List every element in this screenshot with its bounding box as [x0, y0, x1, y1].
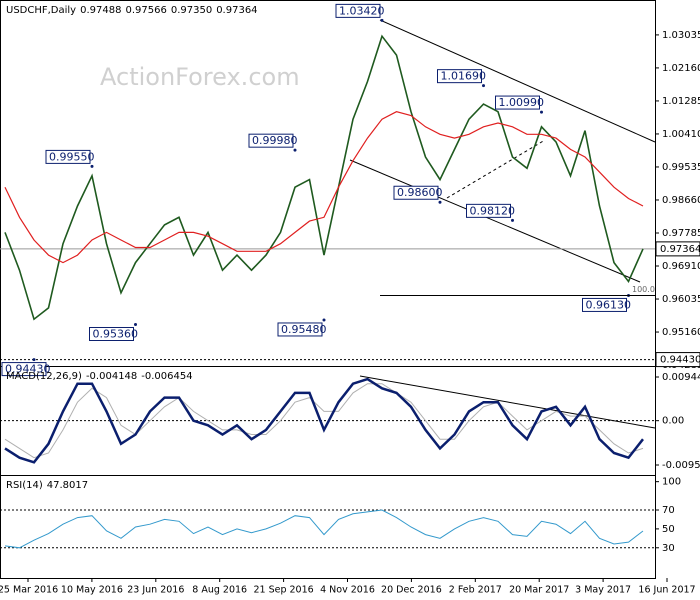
watermark: ActionForex.com — [100, 63, 300, 91]
ohlc-value: 0.97364 — [216, 5, 257, 16]
x-tick-label: 16 Jun 2017 — [638, 585, 695, 596]
annotation-box — [248, 133, 294, 148]
signal-line — [4, 383, 644, 459]
annotation-point — [540, 110, 543, 114]
macd-readout: -0.004148 — [86, 371, 137, 382]
support-box — [655, 352, 700, 368]
x-tick-label: 8 Aug 2016 — [192, 585, 247, 596]
annotation-box — [335, 3, 381, 18]
macd-tick-label: 0.00 — [662, 416, 684, 427]
annotation-point — [380, 18, 384, 22]
annotation-point — [322, 318, 326, 322]
annotation-label: 0.96130 — [586, 298, 632, 311]
x-tick-label: 23 Jun 2016 — [127, 585, 184, 596]
annotation-box — [277, 322, 323, 337]
y-tick-label: 0.95160 — [662, 327, 700, 338]
x-tick-label: 20 Mar 2017 — [509, 585, 569, 596]
rsi-title: RSI(14) 47.8017 — [6, 480, 88, 491]
annotation-box — [495, 95, 540, 110]
y-tick-label: 0.99535 — [662, 162, 700, 173]
support-label: 0.94430 — [660, 355, 700, 366]
macd-line — [4, 377, 644, 464]
y-tick-label: 1.00410 — [662, 129, 700, 140]
x-tick-label: 4 Nov 2016 — [320, 585, 375, 596]
rsi-tick-label: 30 — [662, 543, 675, 554]
macd-name: MACD(12,26,9) — [6, 371, 82, 382]
x-tick-label: 10 May 2016 — [61, 585, 123, 596]
macd-title: MACD(12,26,9) -0.004148 -0.006454 — [6, 371, 193, 382]
annotation-label: 0.95360 — [93, 327, 139, 340]
header: USDCHF,Daily 0.97488 0.97566 0.97350 0.97364 — [6, 5, 258, 16]
rsi-tick-label: 100 — [662, 477, 681, 488]
rsi-tick-label: 50 — [662, 524, 675, 535]
x-tick-label: 25 Mar 2016 — [0, 585, 58, 596]
ohlc-value: 0.97488 — [80, 5, 121, 16]
annotation-point — [32, 358, 36, 362]
ohlc-value: 0.97350 — [171, 5, 212, 16]
ohlc-value: 0.97566 — [125, 5, 166, 16]
annotation-point — [438, 200, 442, 204]
annotation-point — [134, 322, 137, 326]
annotation-point — [482, 84, 485, 88]
rsi-readout: 47.8017 — [47, 480, 88, 491]
annotation-label: 1.03420 — [339, 4, 385, 17]
annotation-box — [437, 69, 482, 84]
macd-tick-label: -0.009588 — [662, 460, 700, 471]
x-tick-label: 21 Sep 2016 — [253, 585, 313, 596]
annotation-label: 0.95480 — [281, 323, 327, 336]
last-price-label: 0.97364 — [660, 244, 700, 255]
annotation-point — [90, 164, 94, 168]
annotation-box — [89, 326, 134, 341]
annotation-label: 0.99980 — [252, 134, 298, 147]
macd-tick-label: 0.009446 — [662, 372, 700, 383]
annotation-box — [466, 203, 511, 218]
rsi-tick-label: 70 — [662, 505, 675, 516]
annotation-point — [293, 148, 297, 152]
price-line — [4, 34, 644, 321]
annotation-label: 0.98600 — [397, 186, 443, 199]
x-tick-label: 20 Dec 2016 — [381, 585, 442, 596]
macd-readout: -0.006454 — [141, 371, 192, 382]
annotation-label: 0.94430 — [5, 363, 51, 376]
y-tick-label: 0.96910 — [662, 261, 700, 272]
x-tick-label: 2 Feb 2017 — [449, 585, 502, 596]
annotation-box — [582, 297, 627, 312]
rsi-line — [4, 509, 644, 549]
symbol: USDCHF,Daily — [6, 5, 76, 16]
trendlines — [349, 19, 656, 429]
annotation-label: 0.99550 — [49, 150, 95, 163]
y-tick-label: 0.97785 — [662, 228, 700, 239]
y-tick-label: 1.02160 — [662, 63, 700, 74]
y-tick-label: 1.03035 — [662, 30, 700, 41]
y-tick-label: 0.98660 — [662, 195, 700, 206]
ma-line — [4, 111, 644, 264]
annotation-label: 1.01690 — [441, 70, 487, 83]
annotation-box — [45, 149, 91, 164]
fib-label: 100.0 — [632, 285, 655, 294]
y-tick-label: 0.96035 — [662, 294, 700, 305]
annotation-box — [1, 362, 47, 377]
annotation-box — [393, 185, 439, 200]
annotation-point — [511, 218, 514, 222]
annotation-label: 1.00990 — [499, 96, 545, 109]
x-tick-label: 3 May 2017 — [575, 585, 631, 596]
last-price-box — [655, 241, 700, 257]
annotation-label: 0.98120 — [470, 204, 516, 217]
rsi-name: RSI(14) — [6, 480, 43, 491]
y-tick-label: 1.01285 — [662, 96, 700, 107]
